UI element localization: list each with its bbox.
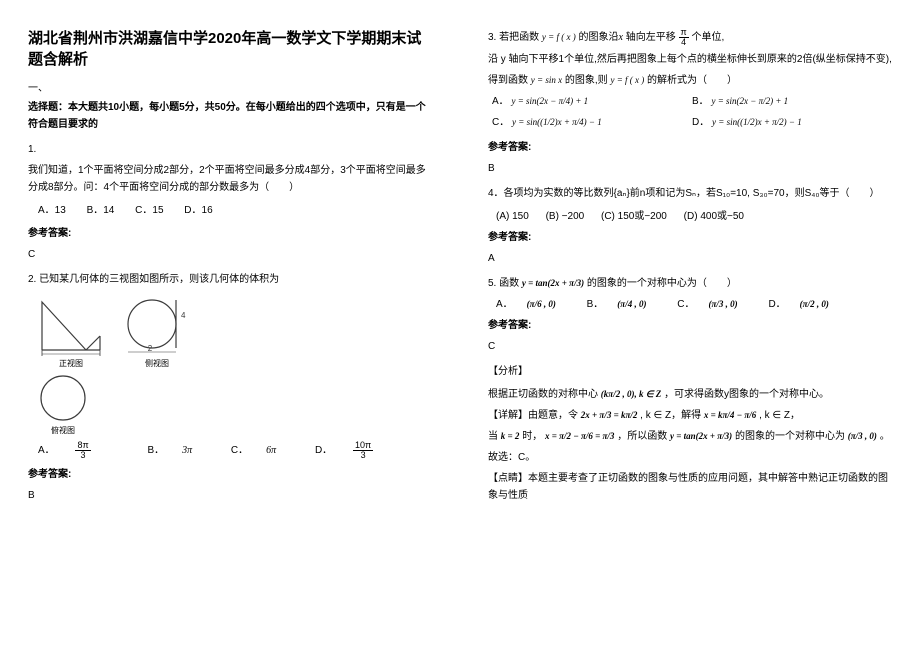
front-view-block: 正视图 bbox=[36, 294, 106, 371]
q1-opt-c: C．15 bbox=[135, 202, 163, 219]
q1-answer: C bbox=[28, 246, 432, 263]
q1-opt-a: A．13 bbox=[38, 202, 66, 219]
top-view-block: 俯视图 bbox=[36, 373, 90, 438]
q3-opt-a: A． y = sin(2x − π/4) + 1 bbox=[492, 93, 692, 110]
q4-opt-c: (C) 150或−200 bbox=[601, 208, 667, 225]
q1-number: 1. bbox=[28, 141, 432, 158]
q5-analysis-text: 根据正切函数的对称中心 (kπ/2 , 0), k ∈ Z ，可求得函数y图象的… bbox=[488, 386, 892, 403]
q5-opt-a: A．(π/6 , 0) bbox=[496, 296, 570, 313]
svg-text:2: 2 bbox=[148, 344, 153, 353]
q5-options: A．(π/6 , 0) B．(π/4 , 0) C．(π/3 , 0) D．(π… bbox=[496, 296, 892, 313]
q5-detail-line2: 当 k = 2 时， x = π/2 − π/6 = π/3 ，所以函数 y =… bbox=[488, 428, 892, 445]
q5-analysis-label: 【分析】 bbox=[488, 363, 892, 380]
instructions: 选择题：本大题共10小题，每小题5分，共50分。在每小题给出的四个选项中，只有是… bbox=[28, 99, 432, 133]
q1-opt-d: D．16 bbox=[184, 202, 212, 219]
q5-text: 5. 函数 y = tan(2x + π/3) 的图象的一个对称中心为（ ） bbox=[488, 275, 892, 292]
q4-opt-a: (A) 150 bbox=[496, 208, 529, 225]
side-view-caption: 侧视图 bbox=[124, 357, 190, 371]
side-view-svg: 4 2 bbox=[124, 294, 190, 356]
q5-opt-c: C．(π/3 , 0) bbox=[677, 296, 751, 313]
q2-opt-d: D． 10π3 bbox=[315, 441, 409, 460]
q2-figures-row2: 俯视图 bbox=[36, 373, 432, 438]
q2-opt-b: B．3π bbox=[147, 442, 210, 459]
q3-opt-d: D． y = sin((1/2)x + π/2) − 1 bbox=[692, 114, 892, 131]
top-view-svg bbox=[36, 373, 90, 423]
q2-figures-row1: 正视图 4 2 侧视图 bbox=[36, 294, 432, 371]
right-column: 3. 若把函数 y = f ( x ) 的图象沿x 轴向左平移 π4 个单位, … bbox=[460, 0, 920, 651]
q5-answer-label: 参考答案: bbox=[488, 317, 892, 334]
page-title: 湖北省荆州市洪湖嘉信中学2020年高一数学文下学期期末试题含解析 bbox=[28, 28, 432, 70]
q3-line3: 得到函数 y = sin x 的图象,则 y = f ( x ) 的解析式为（ … bbox=[488, 72, 892, 89]
q3-answer: B bbox=[488, 160, 892, 177]
q5-detail-line1: 【详解】由题意，令 2x + π/3 = kπ/2 , k ∈ Z，解得 x =… bbox=[488, 407, 892, 424]
q2-answer-label: 参考答案: bbox=[28, 466, 432, 483]
front-view-caption: 正视图 bbox=[36, 357, 106, 371]
q2-opt-c: C．6π bbox=[231, 442, 294, 459]
q5-conclusion: 故选：C。 bbox=[488, 449, 892, 466]
q4-answer-label: 参考答案: bbox=[488, 229, 892, 246]
q5-note: 【点睛】本题主要考查了正切函数的图象与性质的应用问题，其中解答中熟记正切函数的图… bbox=[488, 470, 892, 504]
section-label: 一、 bbox=[28, 80, 432, 97]
q5-opt-d: D．(π/2 , 0) bbox=[768, 296, 842, 313]
top-view-caption: 俯视图 bbox=[36, 424, 90, 438]
q4-opt-d: (D) 400或−50 bbox=[684, 208, 744, 225]
q4-answer: A bbox=[488, 250, 892, 267]
front-view-svg bbox=[36, 294, 106, 356]
q4-text: 4．各项均为实数的等比数列{aₙ}前n项和记为Sₙ，若S₁₀=10, S₃₀=7… bbox=[488, 185, 892, 202]
q2-answer: B bbox=[28, 487, 432, 504]
q2-options: A． 8π3 B．3π C．6π D． 10π3 bbox=[38, 441, 432, 460]
q1-options: A．13 B．14 C．15 D．16 bbox=[38, 202, 432, 219]
q3-opt-c: C． y = sin((1/2)x + π/4) − 1 bbox=[492, 114, 692, 131]
q1-answer-label: 参考答案: bbox=[28, 225, 432, 242]
q5-opt-b: B．(π/4 , 0) bbox=[587, 296, 661, 313]
q4-options: (A) 150 (B) −200 (C) 150或−200 (D) 400或−5… bbox=[496, 208, 892, 225]
q2-opt-a: A． 8π3 bbox=[38, 441, 127, 460]
q3-opt-b: B． y = sin(2x − π/2) + 1 bbox=[692, 93, 892, 110]
svg-text:4: 4 bbox=[181, 311, 186, 320]
q1-opt-b: B．14 bbox=[87, 202, 115, 219]
q4-opt-b: (B) −200 bbox=[546, 208, 585, 225]
q3-answer-label: 参考答案: bbox=[488, 139, 892, 156]
q1-text: 我们知道，1个平面将空间分成2部分，2个平面将空间最多分成4部分，3个平面将空间… bbox=[28, 162, 432, 196]
q2-text: 2. 已知某几何体的三视图如图所示，则该几何体的体积为 bbox=[28, 271, 432, 288]
q3-options: A． y = sin(2x − π/4) + 1 B． y = sin(2x −… bbox=[492, 93, 892, 135]
side-view-block: 4 2 侧视图 bbox=[124, 294, 190, 371]
q5-answer: C bbox=[488, 338, 892, 355]
q3-line2: 沿 y 轴向下平移1个单位,然后再把图象上每个点的横坐标伸长到原来的2倍(纵坐标… bbox=[488, 51, 892, 68]
left-column: 湖北省荆州市洪湖嘉信中学2020年高一数学文下学期期末试题含解析 一、 选择题：… bbox=[0, 0, 460, 651]
q3-line1: 3. 若把函数 y = f ( x ) 的图象沿x 轴向左平移 π4 个单位, bbox=[488, 28, 892, 47]
